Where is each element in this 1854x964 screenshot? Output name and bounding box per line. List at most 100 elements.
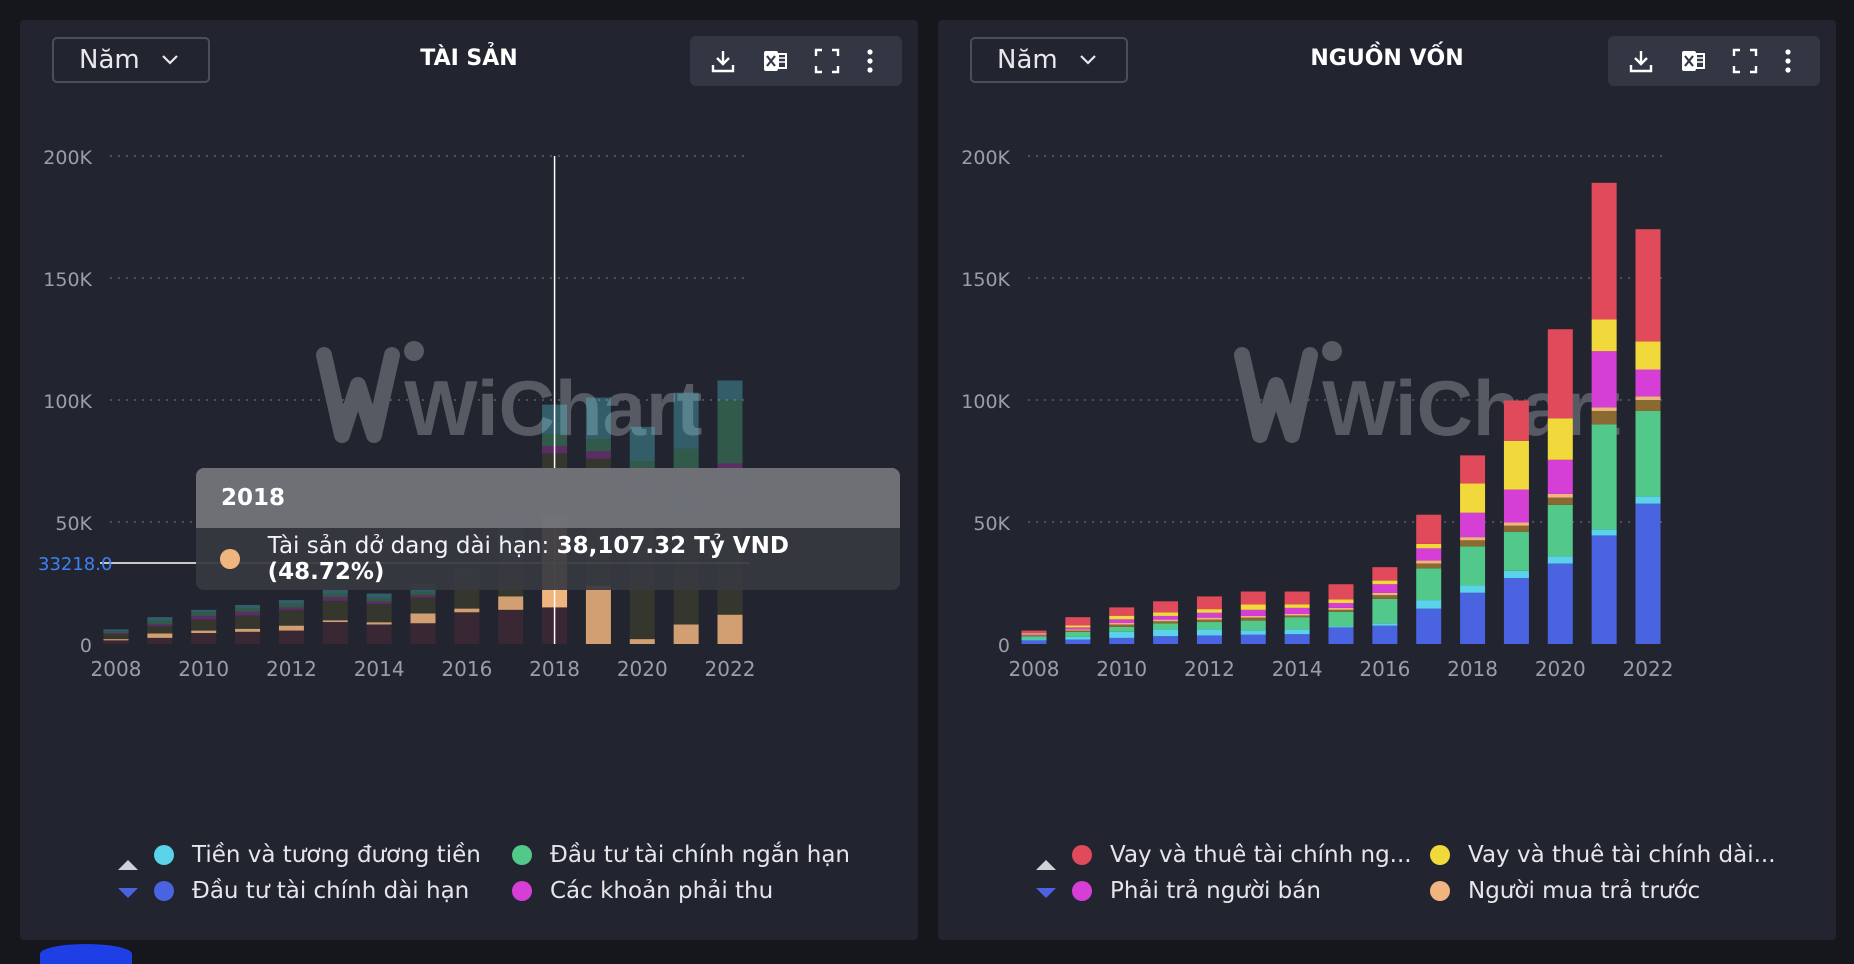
legend-item[interactable]: Tiền và tương đương tiền (154, 842, 481, 868)
bar-segment[interactable] (1372, 625, 1398, 644)
bar-segment[interactable] (1240, 591, 1266, 605)
bar-segment[interactable] (103, 639, 129, 641)
bar-segment[interactable] (191, 612, 217, 616)
bar-segment[interactable] (147, 617, 173, 621)
bar-segment[interactable] (366, 603, 392, 623)
bar-segment[interactable] (717, 380, 743, 400)
bar-segment[interactable] (1591, 424, 1617, 530)
bar-segment[interactable] (1284, 591, 1310, 605)
bar-segment[interactable] (1065, 625, 1091, 628)
bar-segment[interactable] (366, 622, 392, 625)
bar-segment[interactable] (1460, 512, 1486, 538)
legend-down-arrow-icon[interactable] (118, 888, 138, 898)
bar-segment[interactable] (1591, 182, 1617, 320)
bar-segment[interactable] (1591, 319, 1617, 352)
bar-segment[interactable] (1240, 620, 1266, 631)
bar-segment[interactable] (1153, 623, 1179, 630)
bar-segment[interactable] (322, 622, 348, 644)
bar-segment[interactable] (1635, 400, 1661, 411)
bar-segment[interactable] (1328, 609, 1354, 612)
bar-segment[interactable] (366, 597, 392, 602)
bar-segment[interactable] (585, 585, 611, 644)
bar-segment[interactable] (322, 620, 348, 623)
bar-segment[interactable] (278, 603, 304, 608)
bar-segment[interactable] (1591, 535, 1617, 644)
bar-segment[interactable] (1416, 543, 1442, 549)
bar-segment[interactable] (1196, 609, 1222, 613)
bar-segment[interactable] (1109, 623, 1135, 625)
bar-segment[interactable] (1065, 627, 1091, 630)
bar-segment[interactable] (1416, 514, 1442, 544)
bar-segment[interactable] (147, 637, 173, 644)
bar-segment[interactable] (147, 624, 173, 627)
bar-segment[interactable] (1196, 619, 1222, 623)
bar-segment[interactable] (498, 596, 524, 610)
bar-segment[interactable] (1021, 636, 1047, 640)
bar-segment[interactable] (191, 609, 217, 613)
bar-segment[interactable] (103, 631, 129, 634)
bar-segment[interactable] (1109, 615, 1135, 620)
bar-segment[interactable] (1547, 459, 1573, 494)
bar-segment[interactable] (1153, 636, 1179, 644)
bar-segment[interactable] (235, 615, 261, 629)
bar-segment[interactable] (235, 631, 261, 644)
bar-segment[interactable] (1021, 634, 1047, 636)
bar-segment[interactable] (103, 629, 129, 632)
bar-segment[interactable] (1416, 568, 1442, 601)
bar-segment[interactable] (1109, 624, 1135, 627)
bar-segment[interactable] (147, 626, 173, 634)
fullscreen-icon[interactable] (1730, 46, 1760, 76)
bar-segment[interactable] (1065, 630, 1091, 632)
bar-segment[interactable] (1065, 617, 1091, 626)
download-icon[interactable] (1626, 46, 1656, 76)
bar-segment[interactable] (1503, 570, 1529, 579)
bar-segment[interactable] (410, 623, 436, 644)
bar-segment[interactable] (1460, 592, 1486, 644)
bar-segment[interactable] (1328, 584, 1354, 600)
legend-item[interactable]: Người mua trả trước (1430, 878, 1700, 904)
bar-segment[interactable] (103, 633, 129, 635)
bar-segment[interactable] (1372, 595, 1398, 599)
bar-segment[interactable] (1635, 496, 1661, 504)
bar-segment[interactable] (410, 613, 436, 624)
bar-segment[interactable] (278, 630, 304, 644)
bar-segment[interactable] (191, 630, 217, 634)
bar-segment[interactable] (1109, 631, 1135, 638)
floating-widget-edge[interactable] (40, 944, 132, 964)
bar-segment[interactable] (1547, 563, 1573, 644)
bar-segment[interactable] (235, 604, 261, 609)
legend-down-arrow-icon[interactable] (1036, 888, 1056, 898)
bar-segment[interactable] (1635, 229, 1661, 342)
bar-segment[interactable] (1372, 580, 1398, 585)
bar-segment[interactable] (1372, 567, 1398, 581)
bar-segment[interactable] (322, 593, 348, 598)
bar-segment[interactable] (191, 615, 217, 620)
bar-segment[interactable] (1196, 629, 1222, 636)
bar-segment[interactable] (147, 620, 173, 625)
bar-segment[interactable] (1591, 529, 1617, 536)
period-dropdown[interactable]: Năm (52, 37, 210, 83)
bar-segment[interactable] (1460, 585, 1486, 593)
bar-segment[interactable] (673, 392, 699, 449)
bar-segment[interactable] (1503, 578, 1529, 644)
legend-item[interactable]: Vay và thuê tài chính ng... (1072, 842, 1412, 868)
bar-segment[interactable] (629, 426, 655, 461)
bar-segment[interactable] (1196, 596, 1222, 610)
bar-segment[interactable] (1284, 629, 1310, 635)
bar-segment[interactable] (498, 609, 524, 644)
bar-segment[interactable] (1591, 351, 1617, 408)
bar-segment[interactable] (1021, 630, 1047, 633)
bar-segment[interactable] (147, 633, 173, 638)
bar-segment[interactable] (1460, 537, 1486, 541)
bar-segment[interactable] (1021, 640, 1047, 644)
bar-segment[interactable] (1416, 608, 1442, 644)
bar-segment[interactable] (1240, 604, 1266, 610)
bar-segment[interactable] (1503, 525, 1529, 532)
bar-segment[interactable] (1503, 440, 1529, 490)
bar-segment[interactable] (1328, 626, 1354, 628)
bar-segment[interactable] (1153, 615, 1179, 620)
bar-segment[interactable] (1153, 629, 1179, 637)
bar-segment[interactable] (1153, 601, 1179, 613)
bar-segment[interactable] (1372, 592, 1398, 596)
bar-segment[interactable] (1240, 615, 1266, 618)
